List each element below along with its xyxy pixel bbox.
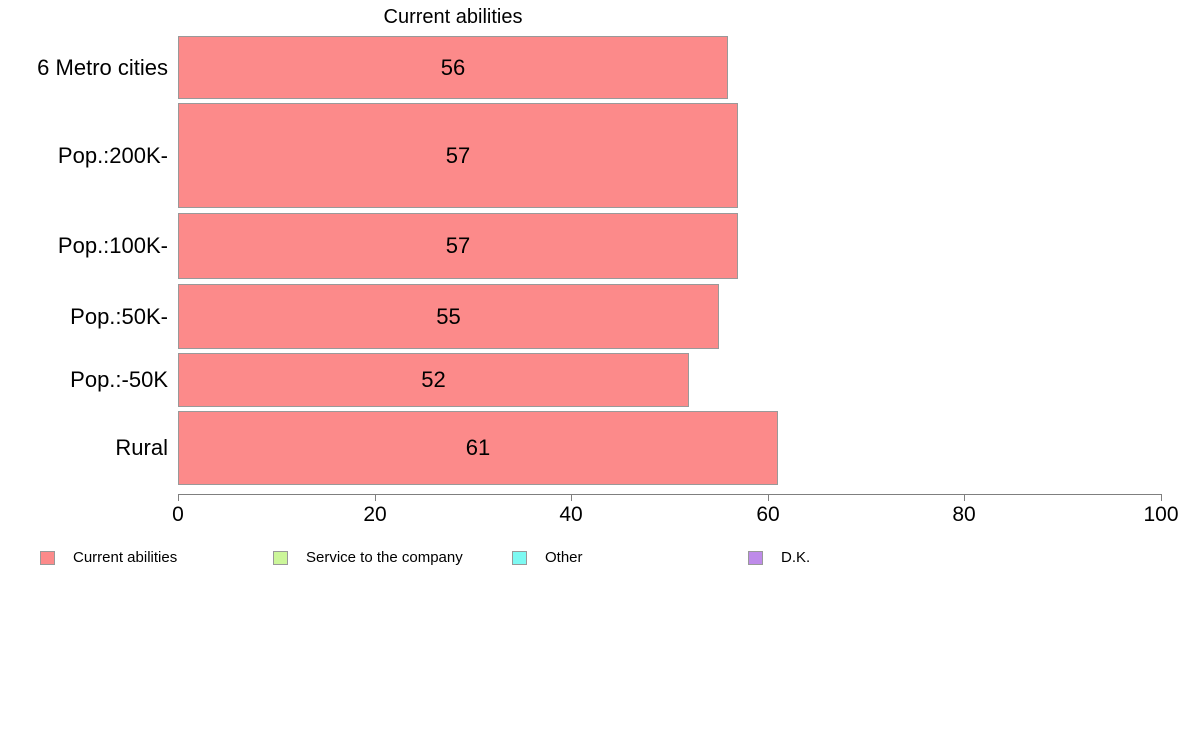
bar-row: Pop.:50K- 55 xyxy=(0,284,1188,349)
x-axis-tick xyxy=(964,494,965,501)
legend-label: D.K. xyxy=(781,549,811,566)
bar-row: Pop.:-50K 52 xyxy=(0,353,1188,407)
x-axis-tick xyxy=(768,494,769,501)
category-label: Pop.:200K- xyxy=(57,142,168,168)
category-label: Pop.:-50K xyxy=(70,367,168,392)
bar: 57 xyxy=(178,103,738,208)
bar-row: 6 Metro cities 56 xyxy=(0,36,1188,99)
x-axis-tick-label: 100 xyxy=(1143,503,1179,526)
chart-title: Current abilities xyxy=(383,6,523,28)
bar-value-label: 55 xyxy=(436,303,461,329)
bar: 57 xyxy=(178,213,738,279)
bar-row: Pop.:100K- 57 xyxy=(0,213,1188,279)
bar: 56 xyxy=(178,36,728,99)
legend-swatch-dk xyxy=(748,551,763,565)
x-axis-line xyxy=(178,494,1162,495)
x-axis-tick xyxy=(1161,494,1162,501)
x-axis-tick xyxy=(571,494,572,501)
x-axis-tick xyxy=(178,494,179,501)
bar-value-label: 56 xyxy=(440,54,466,80)
x-axis-tick-label: 80 xyxy=(952,503,976,526)
legend-label: Service to the company xyxy=(306,549,463,566)
category-label: Rural xyxy=(115,435,168,460)
bar: 55 xyxy=(178,284,719,349)
bar-row: Rural 61 xyxy=(0,411,1188,485)
legend-label: Other xyxy=(545,549,583,566)
legend-item: D.K. xyxy=(748,549,810,567)
bar-value-label: 57 xyxy=(445,233,471,258)
x-axis-tick-label: 40 xyxy=(559,503,583,526)
bar: 61 xyxy=(178,411,778,485)
x-axis-tick-label: 20 xyxy=(363,503,387,526)
category-label: Pop.:50K- xyxy=(70,303,168,329)
legend-swatch-current-abilities xyxy=(40,551,55,565)
bar: 52 xyxy=(178,353,689,407)
legend-swatch-other xyxy=(512,551,527,565)
legend-item: Other xyxy=(512,549,583,567)
bar-value-label: 61 xyxy=(465,435,491,460)
x-axis-tick-label: 60 xyxy=(756,503,780,526)
x-axis-tick-label: 0 xyxy=(172,503,184,526)
category-label: Pop.:100K- xyxy=(57,233,168,258)
bar-row: Pop.:200K- 57 xyxy=(0,103,1188,208)
x-axis-tick xyxy=(375,494,376,501)
legend-swatch-service-to-the-company xyxy=(273,551,288,565)
bar-value-label: 52 xyxy=(421,367,446,392)
legend-label: Current abilities xyxy=(73,549,178,566)
category-label: 6 Metro cities xyxy=(37,54,168,80)
legend-item: Service to the company xyxy=(273,549,463,567)
legend-item: Current abilities xyxy=(40,549,177,567)
bar-value-label: 57 xyxy=(445,142,471,168)
